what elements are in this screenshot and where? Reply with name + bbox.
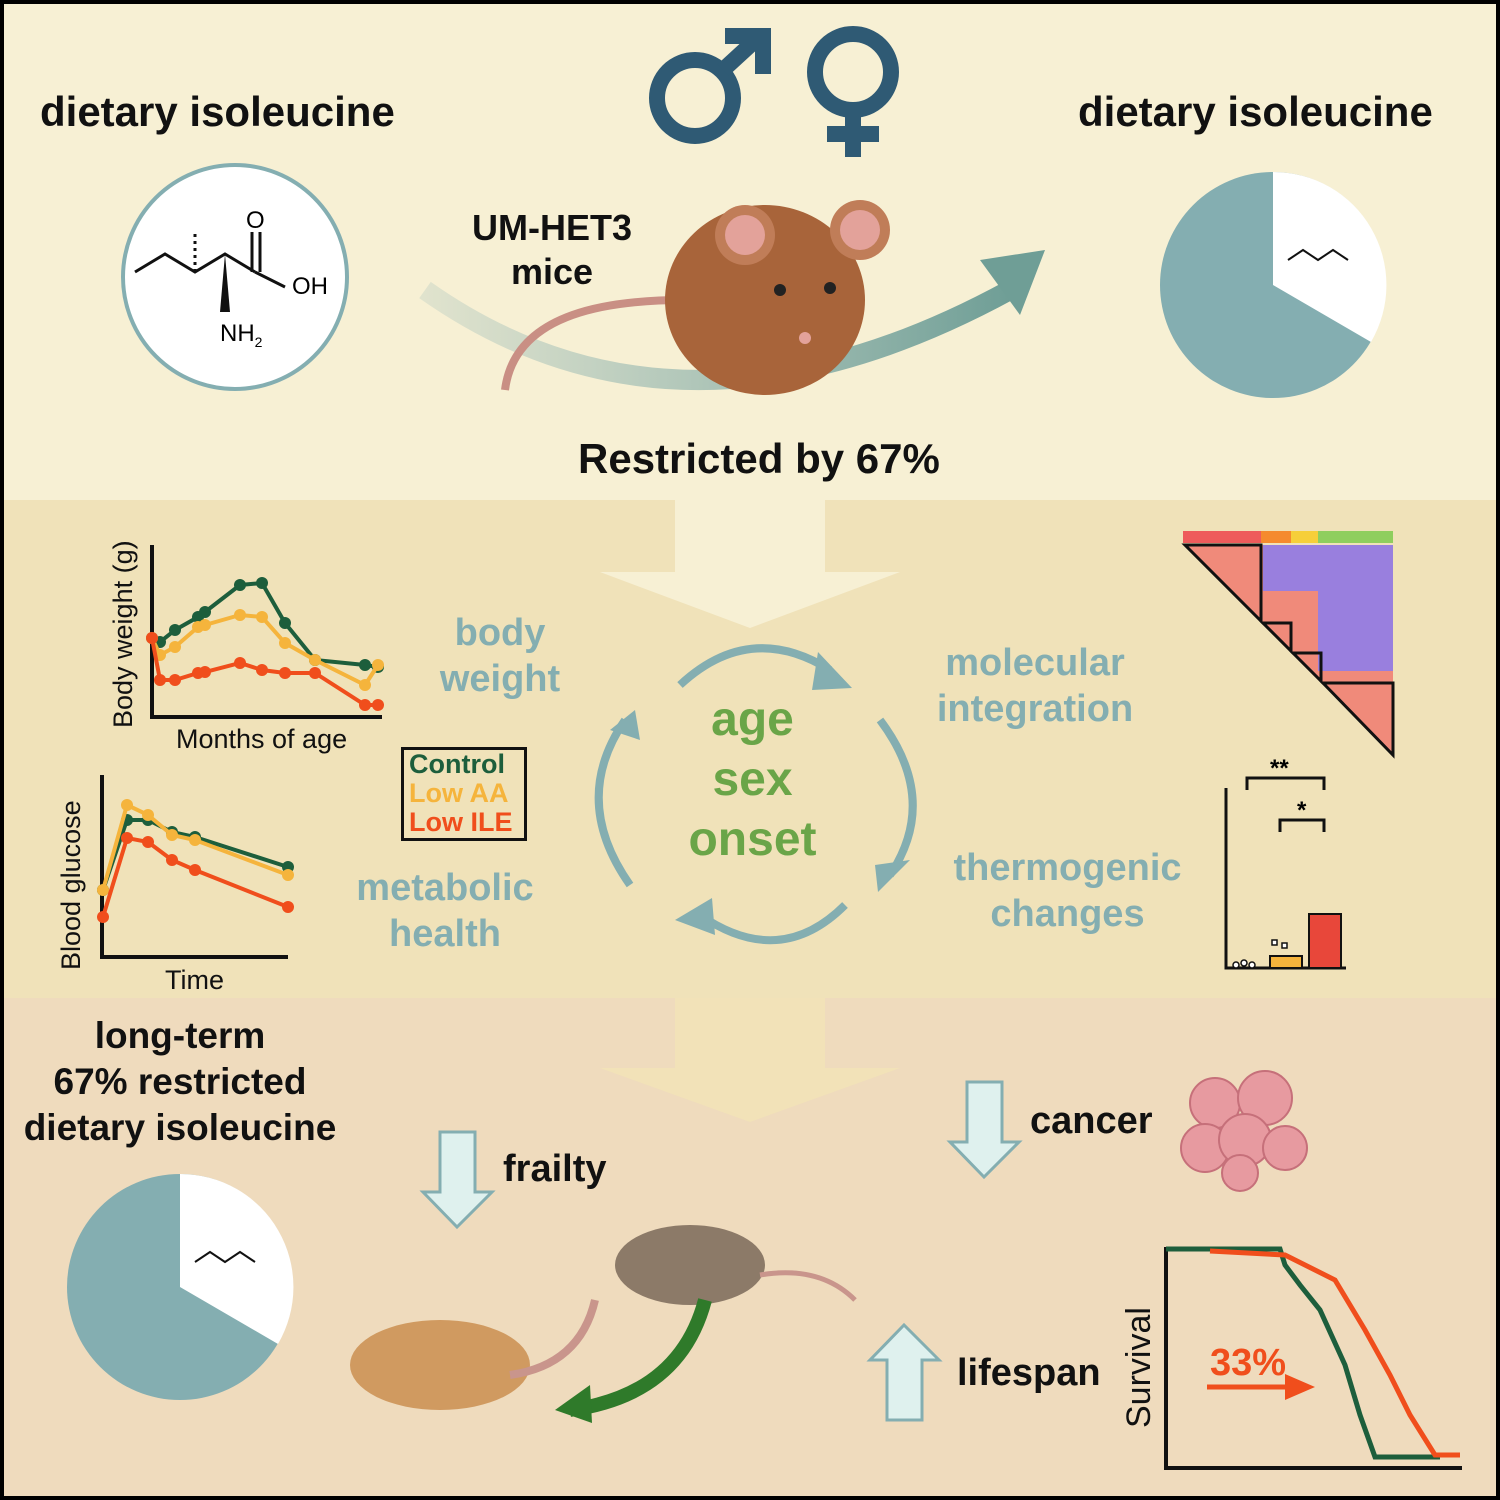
control-weight-line-point: [169, 624, 181, 636]
mice-aging-illustration: [350, 1225, 857, 1423]
left-title: dietary isoleucine: [40, 88, 395, 135]
isoleucine-pie-bottom: [67, 1173, 294, 1400]
low-ile-survival-curve: [1209, 1248, 1460, 1458]
low-ile-weight-line-point: [199, 666, 211, 678]
long-term-title: long-term 67% restricted dietary isoleucin…: [23, 1015, 337, 1148]
mouse-illustration: [501, 200, 890, 395]
low-ile-glucose-line-point: [166, 854, 178, 866]
low-ile-glucose-line-point: [282, 901, 294, 913]
low-aa-glucose-line-point: [97, 884, 109, 896]
cancer-down-arrow-icon: [946, 1080, 1023, 1180]
correlation-heatmap: [1181, 531, 1395, 759]
control-survival-curve: [1166, 1246, 1440, 1460]
frailty-label: frailty: [503, 1148, 607, 1190]
center-down-arrow: [600, 500, 900, 628]
low-ile-weight-line-point: [279, 667, 291, 679]
low-aa-weight-line-point: [279, 637, 291, 649]
blood-glucose-chart: [97, 775, 294, 959]
female-symbol-icon: [807, 26, 899, 157]
low-ile-glucose-line-point: [121, 832, 133, 844]
low-aa-glucose-line-point: [282, 869, 294, 881]
low-aa-glucose-line-point: [121, 799, 133, 811]
hydroxyl-label: OH: [292, 273, 328, 300]
isoleucine-pie-top: [1160, 171, 1387, 398]
low-aa-weight-line-point: [234, 609, 246, 621]
metabolic-health-label: metabolic health: [356, 867, 534, 955]
control-glucose-line: [101, 818, 289, 891]
thermogenic-bar-chart: [1224, 776, 1346, 970]
male-symbol-icon: [649, 28, 771, 144]
low-aa-glucose-line: [101, 802, 289, 891]
significance-single-star: *: [1297, 797, 1307, 824]
low-aa-weight-line-point: [309, 654, 321, 666]
lifespan-label: lifespan: [957, 1352, 1101, 1394]
low-aa-glucose-line-point: [166, 829, 178, 841]
tumor-cells-illustration: [1180, 1070, 1308, 1192]
right-title: dietary isoleucine: [1078, 88, 1433, 135]
legend-control: Control: [409, 749, 505, 779]
body-weight-ylabel: Body weight (g): [108, 540, 138, 728]
significance-double-star: **: [1270, 755, 1289, 782]
low-aa-weight-line-point: [256, 611, 268, 623]
low-ile-glucose-line: [101, 835, 289, 918]
cycle-arrows: [594, 644, 917, 945]
control-weight-line-point: [234, 579, 246, 591]
isoleucine-molecule-circle: [121, 163, 349, 391]
low-aa-glucose-line-point: [189, 834, 201, 846]
low-ile-weight-line-point: [359, 699, 371, 711]
low-ile-weight-line-point: [146, 632, 158, 644]
low-ile-glucose-line-point: [189, 864, 201, 876]
body-weight-chart: [146, 545, 384, 719]
legend-low-aa: Low AA: [409, 778, 509, 808]
low-ile-weight-line-point: [256, 664, 268, 676]
survival-ylabel: Survival: [1120, 1307, 1158, 1428]
low-aa-weight-line-point: [359, 679, 371, 691]
low-ile-weight-line-point: [169, 674, 181, 686]
low-aa-weight-line-point: [372, 659, 384, 671]
control-weight-line: [151, 580, 379, 669]
control-weight-line-point: [199, 606, 211, 618]
cancer-label: cancer: [1030, 1100, 1153, 1142]
thermogenic-changes-label: thermogenic changes: [953, 847, 1182, 935]
low-ile-weight-line-point: [154, 674, 166, 686]
mice-label: UM-HET3 mice: [472, 207, 632, 292]
legend-low-ile: Low ILE: [409, 807, 513, 837]
control-weight-line-point: [256, 577, 268, 589]
lifespan-gain-label: 33%: [1210, 1342, 1287, 1384]
lifespan-gain-arrow: [1207, 1374, 1315, 1400]
low-ile-weight-line-point: [309, 667, 321, 679]
frailty-down-arrow-icon: [419, 1130, 496, 1230]
increase-arrow: [419, 250, 1045, 390]
survival-curve-chart: [1164, 1246, 1462, 1470]
diet-legend: Control Low AA Low ILE: [401, 747, 527, 841]
control-weight-line-point: [279, 617, 291, 629]
blood-glucose-xlabel: Time: [165, 965, 224, 995]
cycle-center-label: age sex onset: [688, 693, 817, 866]
low-ile-weight-line-point: [372, 699, 384, 711]
body-weight-xlabel: Months of age: [176, 724, 348, 754]
carbonyl-label: O: [246, 207, 265, 234]
bottom-down-arrow: [600, 998, 900, 1122]
low-ile-glucose-line-point: [97, 911, 109, 923]
low-aa-weight-line-point: [169, 641, 181, 653]
control-weight-line-point: [359, 659, 371, 671]
molecular-integration-label: molecular integration: [936, 642, 1134, 730]
low-ile-glucose-line-point: [142, 836, 154, 848]
low-aa-weight-line-point: [199, 619, 211, 631]
restriction-label: Restricted by 67%: [578, 435, 940, 482]
blood-glucose-ylabel: Blood glucose: [56, 800, 86, 970]
body-weight-label: body weight: [439, 612, 561, 700]
low-ile-weight-line-point: [234, 657, 246, 669]
amine-label: NH2: [220, 320, 263, 350]
lifespan-up-arrow-icon: [866, 1322, 943, 1422]
low-aa-glucose-line-point: [142, 809, 154, 821]
